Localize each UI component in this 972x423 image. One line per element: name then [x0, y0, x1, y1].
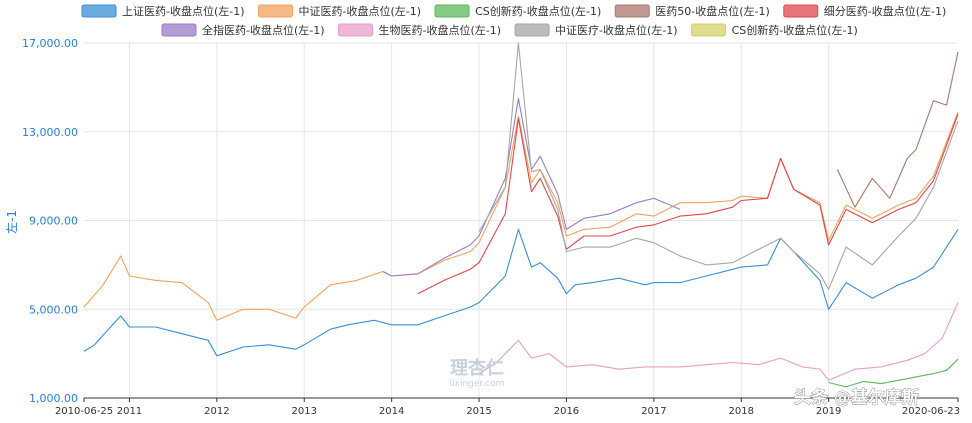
- legend-label: 细分医药-收盘点位(左-1): [824, 4, 947, 18]
- chart-grid: [84, 42, 958, 399]
- x-tick-label: 2017: [641, 406, 666, 417]
- legend-item-7[interactable]: 中证医疗-收盘点位(左-1): [514, 23, 678, 37]
- legend-swatch: [434, 4, 470, 18]
- series-line-5: [382, 97, 681, 277]
- x-tick-label: 2013: [292, 406, 317, 417]
- legend-swatch: [81, 4, 117, 18]
- legend-item-2[interactable]: CS创新药-收盘点位(左-1): [434, 4, 601, 18]
- y-axis-title: 左-1: [4, 210, 19, 234]
- chart-legend: 上证医药-收盘点位(左-1) 中证医药-收盘点位(左-1) CS创新药-收盘点位(左…: [81, 4, 947, 37]
- y-tick-label: 17,000.00: [22, 37, 78, 50]
- legend-item-1[interactable]: 中证医药-收盘点位(左-1): [258, 4, 422, 18]
- legend-item-8[interactable]: CS创新药-收盘点位(左-1): [691, 23, 858, 37]
- legend-label: 医药50-收盘点位(左-1): [655, 4, 770, 18]
- series-line-1: [83, 111, 959, 321]
- legend-item-0[interactable]: 上证医药-收盘点位(左-1): [81, 4, 245, 18]
- legend-label: 生物医药-收盘点位(左-1): [379, 23, 502, 37]
- series-line-4: [417, 113, 959, 295]
- x-tick-label: 2019: [816, 406, 841, 417]
- legend-swatch: [338, 23, 374, 37]
- x-tick-label: 2016: [554, 406, 579, 417]
- x-tick-label: 2011: [117, 406, 142, 417]
- watermark: 理杏仁 lixinger.com: [450, 357, 505, 389]
- x-tick-label: 2010-06-25: [55, 406, 113, 417]
- x-tick-label: 2020-06-23: [902, 406, 960, 417]
- legend-swatch: [161, 23, 197, 37]
- credit-overlay: 头条 @基尔摩斯: [794, 387, 919, 408]
- watermark-brand: 理杏仁: [450, 357, 504, 379]
- y-tick-label: 5,000.00: [29, 303, 78, 316]
- legend-label: 全指医药-收盘点位(左-1): [202, 23, 325, 37]
- legend-label: 上证医药-收盘点位(左-1): [122, 4, 245, 18]
- legend-label: CS创新药-收盘点位(左-1): [475, 4, 601, 18]
- y-axis: 1,000.00 5,000.00 9,000.00 13,000.00 17,000.…: [22, 37, 78, 405]
- series-line-6: [478, 302, 959, 381]
- legend-item-3[interactable]: 医药50-收盘点位(左-1): [614, 4, 770, 18]
- legend-item-6[interactable]: 生物医药-收盘点位(左-1): [338, 23, 502, 37]
- series-line-3: [836, 51, 959, 208]
- legend-swatch: [783, 4, 819, 18]
- legend-swatch: [258, 4, 294, 18]
- legend-label: 中证医疗-收盘点位(左-1): [555, 23, 678, 37]
- series-line-7: [478, 42, 959, 290]
- legend-swatch: [514, 23, 550, 37]
- watermark-site: lixinger.com: [450, 379, 505, 389]
- y-tick-label: 1,000.00: [29, 392, 78, 405]
- series-line-2: [828, 358, 959, 388]
- legend-item-4[interactable]: 细分医药-收盘点位(左-1): [783, 4, 947, 18]
- legend-swatch: [691, 23, 727, 37]
- legend-label: 中证医药-收盘点位(左-1): [299, 4, 422, 18]
- y-tick-label: 9,000.00: [29, 215, 78, 228]
- series-line-0: [83, 228, 959, 357]
- legend-item-5[interactable]: 全指医药-收盘点位(左-1): [161, 23, 325, 37]
- y-tick-label: 13,000.00: [22, 126, 78, 139]
- chart-series: [83, 42, 959, 388]
- x-tick-label: 2015: [466, 406, 491, 417]
- legend-label: CS创新药-收盘点位(左-1): [732, 23, 858, 37]
- x-tick-label: 2018: [729, 406, 754, 417]
- legend-swatch: [614, 4, 650, 18]
- x-tick-label: 2012: [204, 406, 229, 417]
- x-axis: 2010-06-25 2011 2012 2013 2014 2015 2016 2017 20…: [55, 397, 960, 417]
- x-tick-label: 2014: [379, 406, 404, 417]
